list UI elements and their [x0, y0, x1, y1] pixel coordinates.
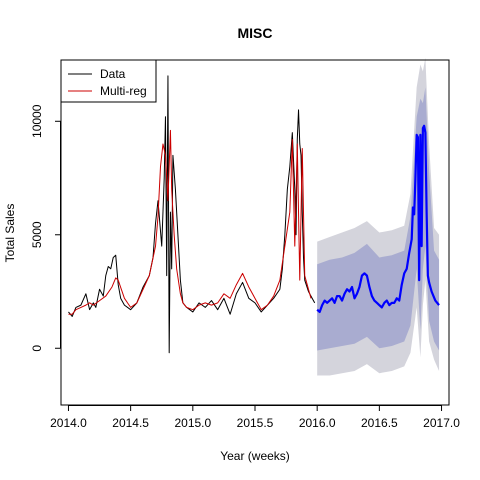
x-axis-label: Year (weeks) [220, 449, 290, 463]
x-axis: 2014.0 2014.5 2015.0 2015.5 2016.0 2016.5 2017… [50, 405, 460, 430]
x-tick-label: 2016.5 [361, 416, 398, 430]
forecast-line [316, 124, 440, 314]
y-tick-label: 0 [30, 345, 44, 352]
y-axis: 0 5000 10000 [30, 104, 61, 352]
y-tick-label: 10000 [30, 104, 44, 138]
legend: Data Multi-reg [60, 59, 157, 103]
legend-box [60, 59, 157, 103]
x-tick-label: 2015.0 [174, 416, 211, 430]
multireg-line [68, 129, 312, 315]
chart-title: MISC [238, 25, 273, 41]
x-tick-label: 2015.5 [237, 416, 274, 430]
series-layer [68, 75, 440, 354]
x-tick-label: 2016.0 [299, 416, 336, 430]
legend-label-data: Data [100, 67, 126, 81]
prediction-band-2 [317, 87, 440, 351]
x-tick-label: 2014.0 [50, 416, 87, 430]
prediction-bands [317, 57, 440, 376]
legend-label-multireg: Multi-reg [100, 84, 147, 98]
data-line [68, 75, 316, 354]
y-tick-label: 5000 [30, 221, 44, 248]
x-tick-label: 2017.0 [423, 416, 460, 430]
y-axis-label: Total Sales [3, 204, 17, 263]
x-tick-label: 2014.5 [112, 416, 149, 430]
